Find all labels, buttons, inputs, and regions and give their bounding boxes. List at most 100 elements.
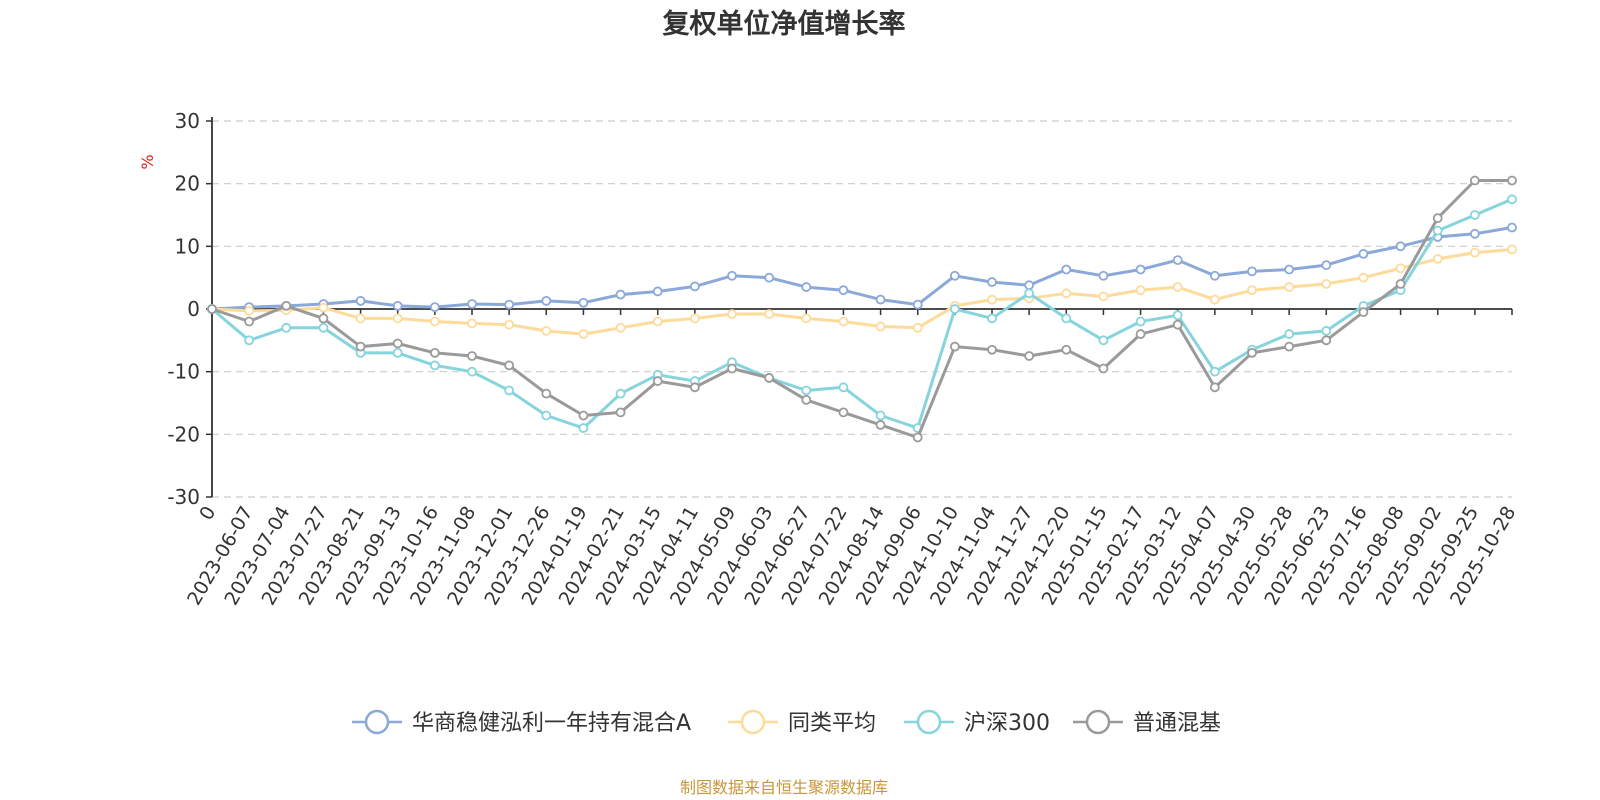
data-point — [727, 363, 737, 374]
data-point — [1209, 382, 1220, 393]
data-point — [949, 270, 960, 281]
data-point — [1395, 241, 1406, 252]
data-point — [429, 302, 440, 313]
data-point — [1024, 280, 1035, 291]
legend-marker-icon — [1085, 709, 1111, 735]
data-point — [1358, 248, 1369, 259]
data-point — [355, 295, 366, 306]
series-2 — [207, 194, 1517, 433]
data-point — [987, 313, 997, 324]
data-point — [1209, 270, 1220, 281]
data-point — [1284, 341, 1295, 352]
data-point — [689, 313, 700, 324]
data-point — [207, 304, 217, 314]
data-point — [281, 322, 292, 333]
data-point — [615, 407, 626, 418]
data-point — [504, 360, 515, 371]
data-point — [1209, 366, 1220, 377]
data-point — [1061, 344, 1072, 355]
data-point — [541, 410, 552, 421]
data-point — [987, 294, 997, 305]
y-tick-label: -30 — [167, 485, 200, 509]
data-point — [429, 347, 440, 358]
data-point — [467, 351, 477, 361]
data-point — [1098, 291, 1109, 302]
series-lines — [207, 175, 1517, 443]
data-point — [318, 313, 329, 324]
data-point — [1172, 282, 1183, 292]
y-tick-label: -20 — [167, 422, 200, 446]
data-point — [838, 382, 849, 393]
data-point — [1209, 294, 1220, 305]
data-point — [652, 286, 663, 297]
data-point — [949, 304, 960, 314]
data-point — [838, 407, 849, 418]
legend-item[interactable]: 华商稳健泓利一年持有混合A — [352, 709, 691, 736]
data-point — [1135, 285, 1146, 296]
data-point — [987, 277, 997, 287]
data-point — [578, 410, 589, 421]
data-point — [578, 423, 589, 433]
series-line — [210, 197, 1514, 430]
data-point — [1432, 213, 1443, 224]
data-point — [1358, 307, 1369, 318]
data-point — [1284, 329, 1295, 339]
data-point — [838, 316, 849, 327]
data-point — [1061, 313, 1072, 324]
y-tick-label: -10 — [167, 360, 200, 384]
data-point — [615, 289, 626, 300]
source-note: 制图数据来自恒生聚源数据库 — [680, 778, 888, 797]
data-point — [392, 313, 403, 324]
data-point — [801, 394, 812, 405]
data-point — [1247, 285, 1257, 296]
data-point — [727, 270, 737, 281]
data-point — [1507, 244, 1517, 255]
data-point — [875, 410, 886, 421]
data-point — [1321, 260, 1332, 271]
data-point — [615, 322, 626, 333]
x-tick-label: 0 — [195, 503, 220, 524]
data-point — [987, 344, 997, 355]
data-point — [912, 432, 923, 443]
data-point — [244, 335, 255, 346]
data-point — [467, 318, 477, 329]
y-tick-label: 0 — [187, 297, 200, 321]
data-point — [1432, 225, 1443, 236]
data-point — [838, 285, 849, 296]
data-point — [355, 313, 366, 324]
data-point — [281, 300, 292, 311]
legend-marker-icon — [916, 709, 942, 735]
legend-item[interactable]: 普通混基 — [1073, 709, 1221, 736]
data-point — [1061, 288, 1072, 299]
data-point — [1024, 288, 1035, 299]
data-point — [355, 341, 366, 352]
data-point — [1024, 351, 1035, 361]
data-point — [652, 376, 663, 386]
data-point — [1469, 228, 1480, 239]
data-point — [318, 302, 329, 313]
data-point — [244, 316, 255, 327]
data-point — [541, 295, 552, 306]
data-point — [652, 316, 663, 327]
y-tick-label: 10 — [175, 234, 200, 258]
chart-title: 复权单位净值增长率 — [663, 8, 906, 40]
data-point — [578, 297, 589, 308]
legend-item[interactable]: 同类平均 — [728, 709, 876, 736]
data-point — [1172, 310, 1183, 321]
data-point — [1172, 319, 1183, 330]
data-point — [1284, 282, 1295, 292]
data-point — [429, 316, 440, 327]
data-point — [801, 313, 812, 324]
data-point — [429, 360, 440, 371]
data-point — [912, 322, 923, 333]
legend[interactable]: 华商稳健泓利一年持有混合A 同类平均 沪深300 普通混基 — [352, 709, 1221, 736]
data-point — [318, 322, 329, 333]
y-tick-label: 30 — [175, 109, 200, 133]
data-point — [1098, 363, 1109, 374]
legend-label: 沪深300 — [964, 711, 1050, 736]
legend-label: 普通混基 — [1133, 711, 1221, 736]
legend-label: 华商稳健泓利一年持有混合A — [412, 711, 691, 736]
data-point — [1098, 270, 1109, 281]
legend-item[interactable]: 沪深300 — [904, 709, 1050, 736]
legend-label: 同类平均 — [788, 711, 876, 736]
